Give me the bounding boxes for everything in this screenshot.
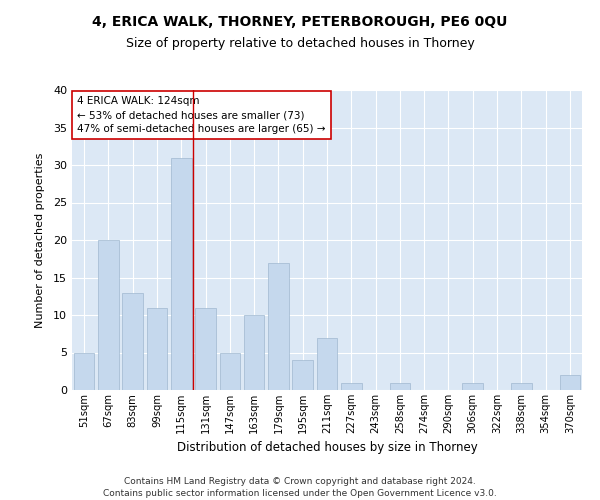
Bar: [511, 382, 532, 390]
Bar: [220, 352, 240, 390]
X-axis label: Distribution of detached houses by size in Thorney: Distribution of detached houses by size …: [176, 442, 478, 454]
Bar: [317, 338, 337, 390]
Bar: [244, 315, 265, 390]
Bar: [292, 360, 313, 390]
Bar: [74, 352, 94, 390]
Text: 4, ERICA WALK, THORNEY, PETERBOROUGH, PE6 0QU: 4, ERICA WALK, THORNEY, PETERBOROUGH, PE…: [92, 15, 508, 29]
Y-axis label: Number of detached properties: Number of detached properties: [35, 152, 44, 328]
Bar: [122, 292, 143, 390]
Text: Contains public sector information licensed under the Open Government Licence v3: Contains public sector information licen…: [103, 489, 497, 498]
Bar: [195, 308, 216, 390]
Text: 4 ERICA WALK: 124sqm
← 53% of detached houses are smaller (73)
47% of semi-detac: 4 ERICA WALK: 124sqm ← 53% of detached h…: [77, 96, 326, 134]
Bar: [389, 382, 410, 390]
Bar: [463, 382, 483, 390]
Bar: [171, 158, 191, 390]
Bar: [268, 262, 289, 390]
Text: Size of property relative to detached houses in Thorney: Size of property relative to detached ho…: [125, 38, 475, 51]
Bar: [98, 240, 119, 390]
Bar: [146, 308, 167, 390]
Text: Contains HM Land Registry data © Crown copyright and database right 2024.: Contains HM Land Registry data © Crown c…: [124, 478, 476, 486]
Bar: [341, 382, 362, 390]
Bar: [560, 375, 580, 390]
